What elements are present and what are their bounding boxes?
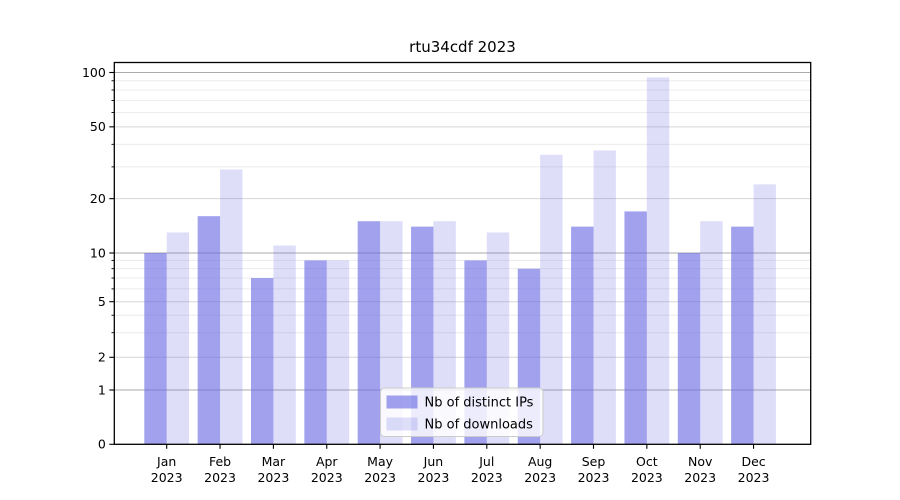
x-tick-label-month: Jan: [156, 454, 176, 469]
bar-distinct-ips: [304, 260, 327, 445]
y-tick-label: 50: [90, 119, 106, 134]
x-tick-label-year: 2023: [151, 470, 183, 485]
axis-layer: 0125102050100Jan2023Feb2023Mar2023Apr202…: [82, 61, 812, 485]
legend: Nb of distinct IPs Nb of downloads: [380, 387, 544, 437]
legend-label: Nb of distinct IPs: [425, 396, 534, 411]
x-tick-label-month: May: [367, 454, 393, 469]
bar-downloads: [593, 150, 616, 445]
y-tick-label: 2: [98, 350, 106, 365]
bar-distinct-ips: [571, 226, 594, 445]
x-tick-label-month: Jul: [478, 454, 494, 469]
x-tick-label-year: 2023: [524, 470, 556, 485]
bar-downloads: [700, 221, 723, 445]
bar-downloads: [326, 260, 350, 445]
x-tick-label-month: Nov: [688, 454, 713, 469]
x-tick-label-year: 2023: [738, 470, 770, 485]
x-tick-label-month: Mar: [262, 454, 286, 469]
x-tick-label-month: Feb: [209, 454, 231, 469]
legend-label: Nb of downloads: [425, 418, 534, 433]
chart-title: rtu34cdf 2023: [409, 38, 516, 56]
bar-downloads: [540, 154, 563, 445]
x-tick-label-month: Aug: [528, 454, 552, 469]
bar-downloads: [753, 184, 776, 445]
x-tick-label-year: 2023: [631, 470, 663, 485]
bar-distinct-ips: [677, 253, 701, 445]
x-tick-label-year: 2023: [578, 470, 610, 485]
y-tick-label: 100: [82, 65, 106, 80]
bar-distinct-ips: [624, 211, 647, 445]
bar-distinct-ips: [197, 216, 221, 445]
y-tick-label: 0: [98, 437, 106, 452]
bar-downloads: [646, 77, 670, 445]
x-tick-label-month: Sep: [582, 454, 606, 469]
y-tick-label: 10: [90, 245, 106, 260]
x-tick-label-year: 2023: [471, 470, 503, 485]
bar-distinct-ips: [144, 253, 167, 445]
bar-downloads: [273, 245, 296, 445]
x-tick-label-year: 2023: [418, 470, 450, 485]
x-tick-label-month: Apr: [316, 454, 338, 469]
bar-downloads: [220, 169, 243, 445]
y-tick-label: 5: [98, 294, 106, 309]
x-tick-label-year: 2023: [204, 470, 236, 485]
x-tick-label-month: Dec: [741, 454, 765, 469]
legend-swatch-downloads: [386, 417, 418, 431]
x-tick-label-month: Jun: [423, 454, 444, 469]
y-tick-label: 1: [98, 382, 106, 397]
bar-distinct-ips: [251, 278, 274, 445]
x-tick-label-year: 2023: [311, 470, 343, 485]
y-tick-label: 20: [90, 191, 106, 206]
bar-distinct-ips: [357, 221, 381, 445]
x-tick-label-year: 2023: [257, 470, 289, 485]
bar-downloads: [166, 232, 190, 445]
legend-swatch-distinct-ips: [386, 395, 418, 409]
legend-box: [380, 387, 544, 437]
x-tick-label-year: 2023: [364, 470, 396, 485]
x-tick-label-year: 2023: [684, 470, 716, 485]
bar-distinct-ips: [731, 226, 754, 445]
x-tick-label-month: Oct: [636, 454, 658, 469]
